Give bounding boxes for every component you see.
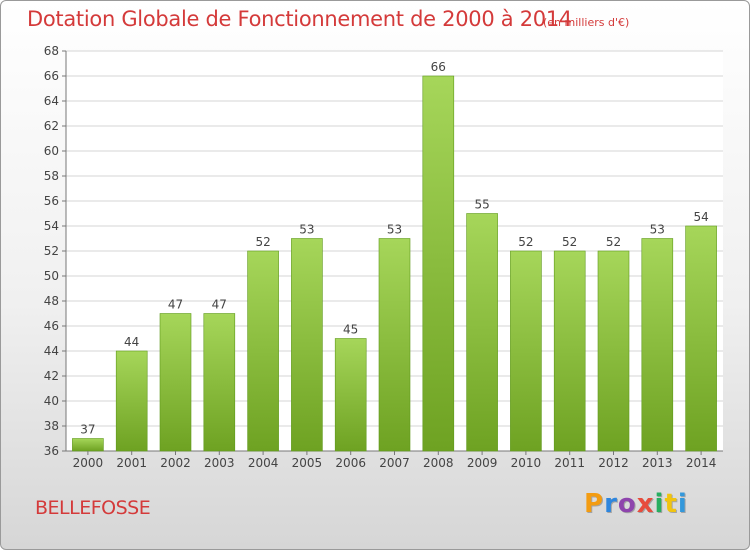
x-tick-label: 2014 [686,456,717,470]
bar-value-label: 47 [168,298,183,312]
bar-2013 [641,238,674,452]
bar-2014 [685,225,717,452]
y-tick-label: 56 [44,194,59,208]
y-tick-label: 62 [44,119,59,133]
y-tick-label: 68 [44,44,59,58]
y-tick-label: 64 [44,94,59,108]
proxiti-logo: Proxiti [584,489,688,519]
commune-name: BELLEFOSSE [35,497,151,519]
y-tick-label: 50 [44,269,59,283]
x-tick-label: 2008 [423,456,454,470]
bar-value-label: 66 [431,60,446,74]
y-tick-label: 48 [44,294,59,308]
x-tick-label: 2000 [73,456,104,470]
bar-2009 [466,213,498,452]
bar-2010 [510,250,542,452]
y-tick-label: 52 [44,244,59,258]
bar-value-label: 52 [606,235,621,249]
bar-value-label: 47 [212,298,227,312]
bar-2003 [203,313,236,452]
x-tick-label: 2006 [335,456,366,470]
x-tick-label: 2011 [554,456,585,470]
bar-2001 [115,350,148,452]
y-tick-label: 66 [44,69,59,83]
x-tick-label: 2012 [598,456,629,470]
x-tick-label: 2005 [292,456,323,470]
y-tick-label: 36 [44,444,59,458]
bar-value-label: 52 [518,235,533,249]
bar-value-label: 53 [387,223,402,237]
y-tick-label: 42 [44,369,59,383]
unit-note: (en milliers d'€) [543,16,630,29]
x-tick-label: 2009 [467,456,498,470]
bar-value-label: 44 [124,335,139,349]
bar-2007 [378,238,411,452]
bar-2011 [553,250,586,452]
bar-value-label: 45 [343,323,358,337]
y-tick-label: 60 [44,144,59,158]
y-tick-label: 38 [44,419,59,433]
bar-value-label: 52 [562,235,577,249]
y-tick-label: 46 [44,319,59,333]
x-tick-label: 2002 [160,456,191,470]
y-tick-label: 58 [44,169,59,183]
bar-value-label: 53 [299,223,314,237]
bar-2012 [597,250,630,452]
bar-value-label: 54 [693,210,708,224]
bar-value-label: 52 [255,235,270,249]
x-tick-label: 2007 [379,456,410,470]
y-tick-label: 54 [44,219,59,233]
y-tick-label: 40 [44,394,59,408]
x-tick-label: 2010 [511,456,542,470]
bar-value-label: 53 [650,223,665,237]
bar-2004 [247,250,279,452]
x-tick-label: 2004 [248,456,279,470]
bar-2005 [291,238,323,452]
bar-2002 [159,313,192,452]
bar-value-label: 37 [80,423,95,437]
bar-2000 [72,438,104,452]
x-tick-label: 2003 [204,456,235,470]
x-tick-label: 2013 [642,456,673,470]
x-tick-label: 2001 [116,456,147,470]
y-tick-label: 44 [44,344,59,358]
bar-2008 [422,75,455,452]
chart-title: Dotation Globale de Fonctionnement de 20… [27,7,572,31]
bar-2006 [334,338,367,452]
bar-value-label: 55 [474,198,489,212]
